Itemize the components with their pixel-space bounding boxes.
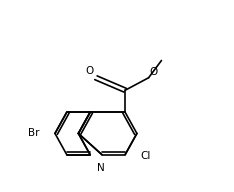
Text: Br: Br [28, 128, 40, 138]
Text: N: N [97, 163, 105, 173]
Text: O: O [85, 66, 94, 76]
Text: Cl: Cl [140, 151, 151, 161]
Text: O: O [150, 67, 158, 77]
